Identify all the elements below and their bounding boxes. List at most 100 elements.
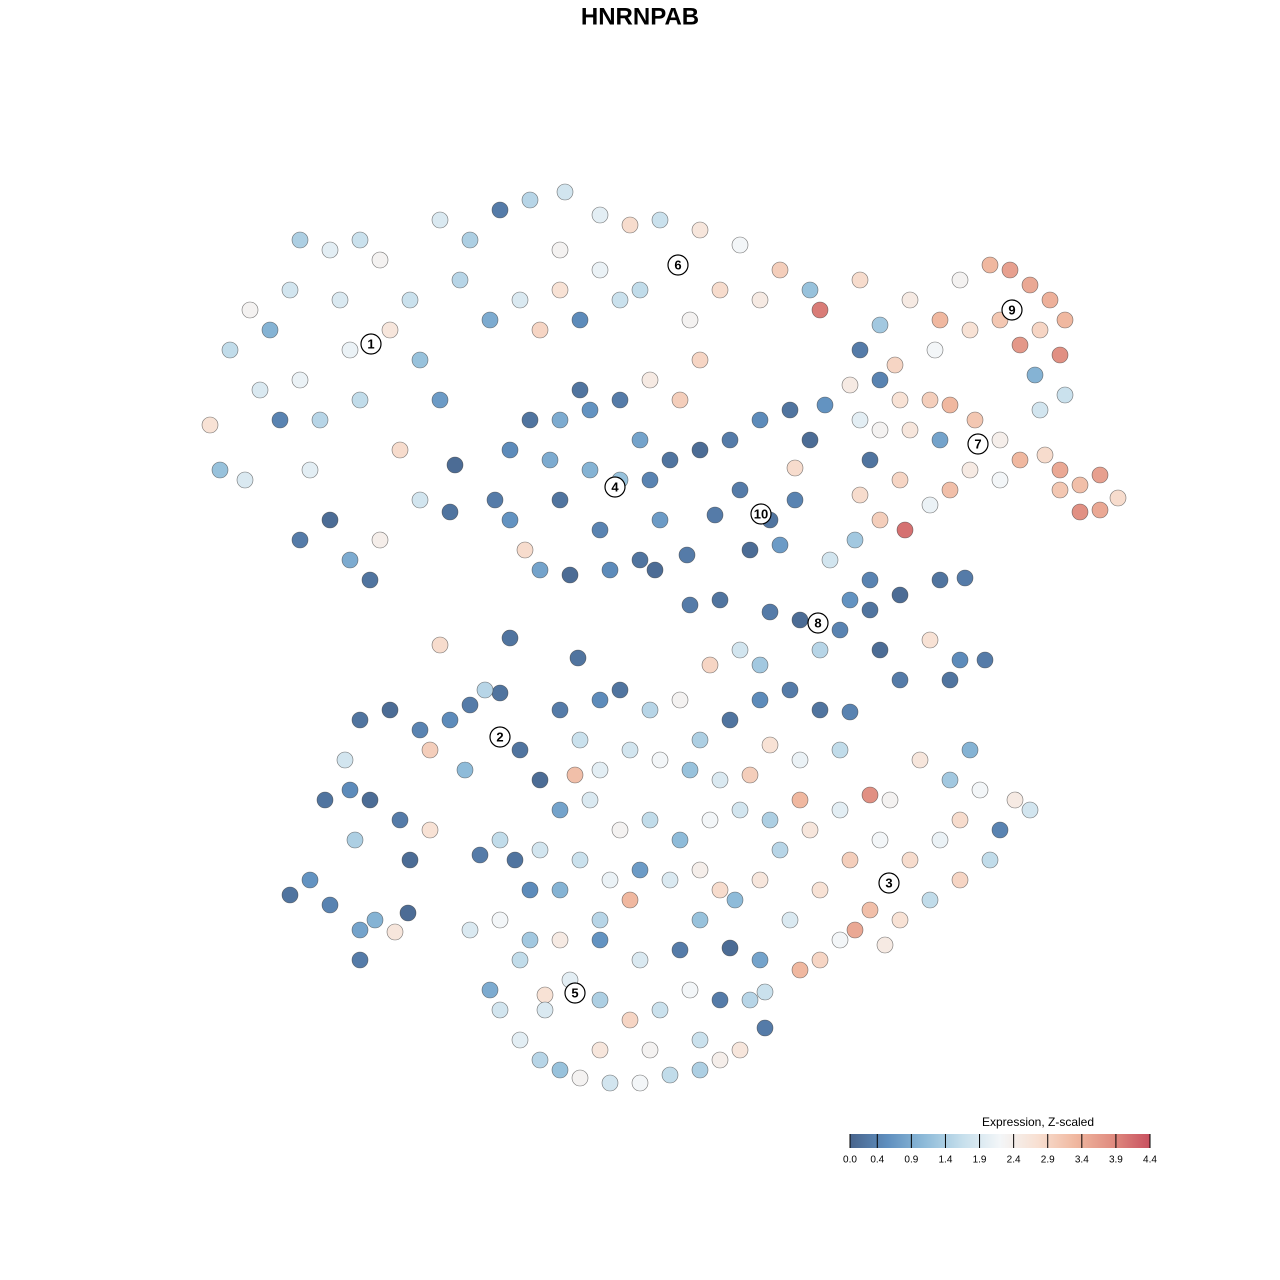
cell-point xyxy=(951,811,969,829)
cell-point xyxy=(461,921,479,939)
cell-point xyxy=(841,376,859,394)
cell-point xyxy=(771,841,789,859)
cluster-marker xyxy=(750,503,772,525)
cell-point xyxy=(846,531,864,549)
colorbar-tick-label: 1.9 xyxy=(973,1155,987,1166)
cell-point xyxy=(261,321,279,339)
cell-point xyxy=(991,821,1009,839)
cell-point xyxy=(511,1031,529,1049)
cell-point xyxy=(761,811,779,829)
cell-point xyxy=(386,923,404,941)
cell-point xyxy=(511,951,529,969)
cell-point xyxy=(481,311,499,329)
colorbar-tick-label: 2.9 xyxy=(1041,1155,1055,1166)
cell-point xyxy=(761,736,779,754)
cell-point xyxy=(631,951,649,969)
cell-point xyxy=(781,401,799,419)
colorbar-title: Expression, Z-scaled xyxy=(982,1115,1094,1129)
cell-point xyxy=(336,751,354,769)
cell-point xyxy=(621,741,639,759)
cell-point xyxy=(751,291,769,309)
cell-point xyxy=(911,751,929,769)
cell-point xyxy=(521,881,539,899)
cell-point xyxy=(551,701,569,719)
cell-point xyxy=(831,741,849,759)
cluster-label: 6 xyxy=(674,257,681,272)
cell-point xyxy=(1021,801,1039,819)
cluster-label: 7 xyxy=(974,436,981,451)
cell-point xyxy=(541,451,559,469)
cell-point xyxy=(701,811,719,829)
cell-point xyxy=(491,201,509,219)
cell-point xyxy=(1056,386,1074,404)
cell-point xyxy=(201,416,219,434)
cell-point xyxy=(791,611,809,629)
cell-point xyxy=(621,891,639,909)
cell-point xyxy=(491,1001,509,1019)
cell-point xyxy=(941,671,959,689)
cell-point xyxy=(711,881,729,899)
cell-point xyxy=(726,891,744,909)
cell-point xyxy=(851,271,869,289)
cell-point xyxy=(401,291,419,309)
cell-point xyxy=(1109,489,1127,507)
cell-point xyxy=(831,931,849,949)
cell-point xyxy=(521,931,539,949)
cell-point xyxy=(1091,466,1109,484)
cell-point xyxy=(531,561,549,579)
cell-point xyxy=(421,821,439,839)
cell-point xyxy=(321,896,339,914)
cell-point xyxy=(861,601,879,619)
cell-point xyxy=(661,871,679,889)
cell-point xyxy=(451,271,469,289)
cell-point xyxy=(931,431,949,449)
cell-point xyxy=(791,961,809,979)
cell-point xyxy=(951,871,969,889)
cell-point xyxy=(651,1001,669,1019)
colorbar-tick-label: 0.4 xyxy=(870,1155,884,1166)
cell-point xyxy=(891,671,909,689)
chart-title: HNRNPAB xyxy=(581,3,699,30)
cell-point xyxy=(316,791,334,809)
cluster-label: 9 xyxy=(1008,302,1015,317)
cell-point xyxy=(551,881,569,899)
cell-point xyxy=(531,1051,549,1069)
cell-point xyxy=(341,781,359,799)
cell-point xyxy=(321,241,339,259)
cell-point xyxy=(711,991,729,1009)
cell-point xyxy=(851,486,869,504)
cell-point xyxy=(446,456,464,474)
cell-point xyxy=(991,431,1009,449)
cell-point xyxy=(241,301,259,319)
cell-point xyxy=(611,821,629,839)
cell-point xyxy=(501,629,519,647)
cell-point xyxy=(961,461,979,479)
cell-point xyxy=(321,511,339,529)
cell-point xyxy=(651,211,669,229)
cell-point xyxy=(251,381,269,399)
colorbar-tick-label: 0.9 xyxy=(904,1155,918,1166)
cell-point xyxy=(671,691,689,709)
cell-point xyxy=(956,569,974,587)
cell-point xyxy=(1051,346,1069,364)
cell-point xyxy=(641,471,659,489)
cell-point xyxy=(361,791,379,809)
cell-point xyxy=(476,681,494,699)
cell-point xyxy=(941,481,959,499)
cell-point xyxy=(611,391,629,409)
colorbar-tick-label: 0.0 xyxy=(843,1155,857,1166)
cell-point xyxy=(211,461,229,479)
cell-point xyxy=(566,766,584,784)
cell-point xyxy=(1001,261,1019,279)
cell-point xyxy=(761,603,779,621)
cell-point xyxy=(851,411,869,429)
cell-point xyxy=(816,396,834,414)
cell-point xyxy=(511,741,529,759)
cell-point xyxy=(731,481,749,499)
cell-point xyxy=(591,691,609,709)
cell-point xyxy=(691,861,709,879)
cell-point xyxy=(1026,366,1044,384)
cell-point xyxy=(591,911,609,929)
cell-point xyxy=(486,491,504,509)
